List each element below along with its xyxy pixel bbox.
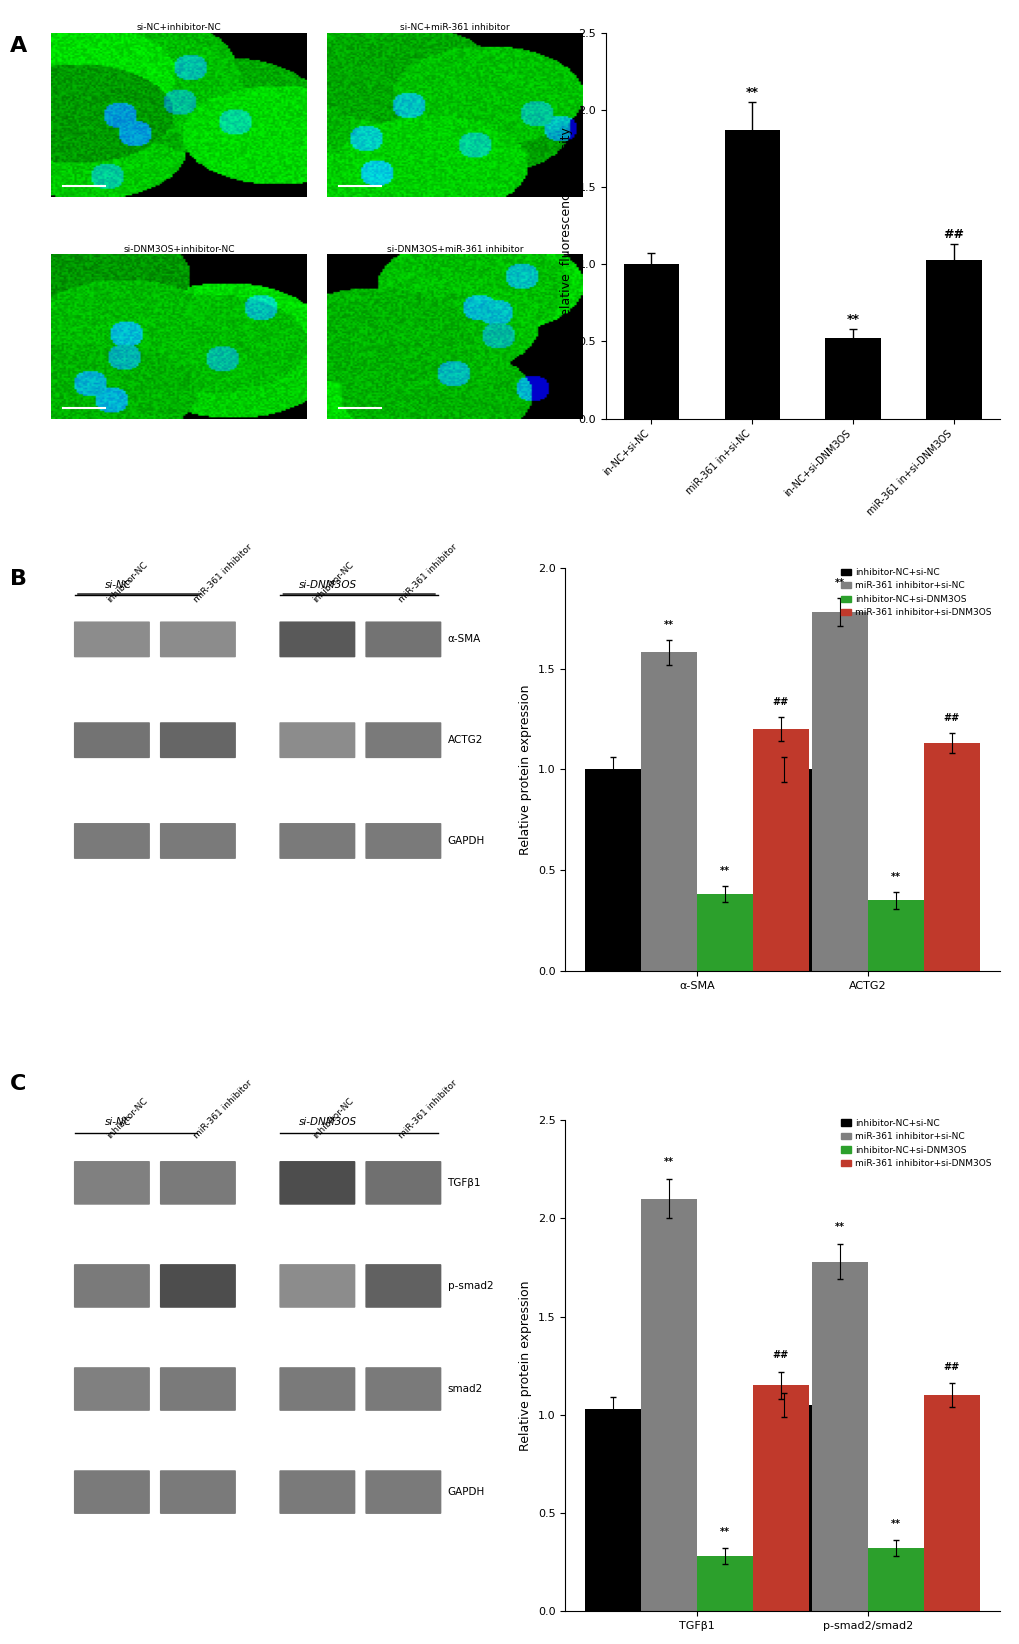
Text: si-NC: si-NC [104, 580, 131, 590]
FancyBboxPatch shape [365, 621, 441, 658]
FancyBboxPatch shape [279, 722, 355, 758]
Bar [811, 612, 867, 972]
FancyBboxPatch shape [160, 722, 235, 758]
FancyBboxPatch shape [279, 824, 355, 858]
FancyBboxPatch shape [279, 621, 355, 658]
Text: **: ** [719, 1527, 730, 1537]
Bar [585, 1409, 640, 1611]
Text: A: A [10, 36, 28, 56]
FancyBboxPatch shape [160, 621, 235, 658]
Text: p-smad2: p-smad2 [447, 1281, 493, 1291]
Legend: inhibitor-NC+si-NC, miR-361 inhibitor+si-NC, inhibitor-NC+si-DNM3OS, miR-361 inh: inhibitor-NC+si-NC, miR-361 inhibitor+si… [837, 1115, 995, 1172]
FancyBboxPatch shape [365, 1368, 441, 1411]
Text: inhibitor-NC: inhibitor-NC [311, 1095, 355, 1139]
Text: ##: ## [772, 697, 789, 707]
Text: inhibitor-NC: inhibitor-NC [105, 1095, 150, 1139]
Text: **: ** [745, 85, 758, 99]
Bar [640, 1198, 696, 1611]
FancyBboxPatch shape [73, 722, 150, 758]
Bar [867, 901, 923, 972]
Text: B: B [10, 569, 28, 589]
Bar [925, 260, 980, 419]
FancyBboxPatch shape [365, 722, 441, 758]
Bar [811, 1261, 867, 1611]
Text: ■: ■ [743, 603, 757, 618]
Text: ACTG2: ACTG2 [447, 735, 482, 745]
Text: TGFβ1: TGFβ1 [447, 1177, 481, 1189]
Bar [640, 653, 696, 972]
Text: **: ** [846, 312, 859, 326]
Text: **: ** [890, 873, 900, 883]
Text: GAPDH: GAPDH [447, 1488, 484, 1498]
Text: α-SMA: α-SMA [637, 603, 667, 613]
Y-axis label: Relative protein expression: Relative protein expression [519, 1281, 532, 1452]
FancyBboxPatch shape [160, 824, 235, 858]
Bar [923, 1396, 979, 1611]
FancyBboxPatch shape [365, 824, 441, 858]
Text: inhibitor-NC: inhibitor-NC [105, 561, 150, 603]
Text: **: ** [663, 1157, 674, 1167]
Text: ##: ## [943, 1361, 959, 1371]
Title: si-NC+inhibitor-NC: si-NC+inhibitor-NC [137, 23, 221, 33]
Bar [696, 1557, 752, 1611]
FancyBboxPatch shape [365, 1161, 441, 1205]
Text: ##: ## [943, 229, 964, 242]
Text: si-DNM3OS: si-DNM3OS [299, 580, 357, 590]
FancyBboxPatch shape [279, 1161, 355, 1205]
Text: miR-361 inhibitor: miR-361 inhibitor [192, 1078, 254, 1139]
Text: GAPDH: GAPDH [447, 837, 484, 847]
Y-axis label: Relative protein expression: Relative protein expression [519, 684, 532, 855]
Y-axis label: Relative  fluorescence intensity: Relative fluorescence intensity [559, 127, 573, 324]
Text: smad2: smad2 [447, 1384, 482, 1394]
FancyBboxPatch shape [73, 621, 150, 658]
FancyBboxPatch shape [160, 1470, 235, 1514]
Bar [923, 743, 979, 972]
Text: ■: ■ [613, 603, 628, 618]
FancyBboxPatch shape [365, 1470, 441, 1514]
Bar [867, 1549, 923, 1611]
Bar [585, 769, 640, 972]
Text: ##: ## [943, 713, 959, 723]
FancyBboxPatch shape [160, 1368, 235, 1411]
Title: si-NC+miR-361 inhibitor: si-NC+miR-361 inhibitor [399, 23, 510, 33]
FancyBboxPatch shape [73, 824, 150, 858]
Text: **: ** [719, 866, 730, 876]
FancyBboxPatch shape [279, 1470, 355, 1514]
Bar [752, 1386, 808, 1611]
FancyBboxPatch shape [73, 1161, 150, 1205]
Text: si-DNM3OS: si-DNM3OS [299, 1118, 357, 1128]
Text: Nucleus: Nucleus [766, 603, 806, 613]
Text: inhibitor-NC: inhibitor-NC [311, 561, 355, 603]
FancyBboxPatch shape [279, 1368, 355, 1411]
FancyBboxPatch shape [365, 1264, 441, 1307]
Bar [723, 130, 780, 419]
Text: C: C [10, 1074, 26, 1093]
Title: si-DNM3OS+miR-361 inhibitor: si-DNM3OS+miR-361 inhibitor [386, 245, 523, 253]
Text: **: ** [663, 620, 674, 630]
Text: ##: ## [772, 1350, 789, 1360]
Bar [752, 728, 808, 972]
Title: si-DNM3OS+inhibitor-NC: si-DNM3OS+inhibitor-NC [123, 245, 234, 253]
Bar [755, 769, 811, 972]
Bar [696, 894, 752, 972]
Text: **: ** [835, 1221, 844, 1233]
Bar [623, 265, 679, 419]
Bar [755, 1406, 811, 1611]
Legend: inhibitor-NC+si-NC, miR-361 inhibitor+si-NC, inhibitor-NC+si-DNM3OS, miR-361 inh: inhibitor-NC+si-NC, miR-361 inhibitor+si… [837, 564, 995, 621]
FancyBboxPatch shape [160, 1161, 235, 1205]
Text: **: ** [835, 579, 844, 589]
FancyBboxPatch shape [160, 1264, 235, 1307]
FancyBboxPatch shape [73, 1368, 150, 1411]
Text: **: ** [890, 1519, 900, 1529]
Bar [824, 339, 880, 419]
Text: miR-361 inhibitor: miR-361 inhibitor [396, 543, 459, 603]
Text: α-SMA: α-SMA [447, 635, 480, 644]
Text: miR-361 inhibitor: miR-361 inhibitor [192, 543, 254, 603]
FancyBboxPatch shape [279, 1264, 355, 1307]
Text: miR-361 inhibitor: miR-361 inhibitor [396, 1078, 459, 1139]
Text: si-NC: si-NC [104, 1118, 131, 1128]
FancyBboxPatch shape [73, 1470, 150, 1514]
FancyBboxPatch shape [73, 1264, 150, 1307]
